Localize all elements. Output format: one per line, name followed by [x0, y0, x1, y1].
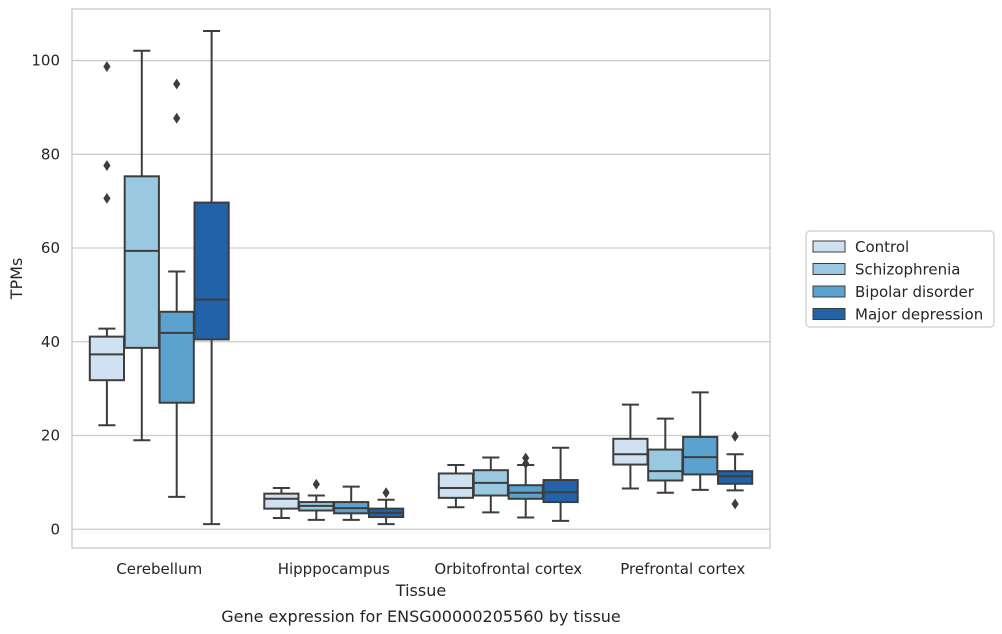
box-iqr	[263, 492, 300, 510]
box-iqr	[437, 472, 475, 499]
x-tick-label: Orbitofrontal cortex	[434, 560, 582, 578]
box-1-3	[367, 487, 405, 526]
chart-caption: Gene expression for ENSG00000205560 by t…	[221, 607, 621, 626]
plot-frame	[71, 8, 771, 549]
box-2-0	[437, 464, 475, 509]
outlier-point	[103, 192, 111, 204]
y-tick-label: 20	[41, 427, 60, 445]
box-0-1	[123, 49, 160, 442]
legend-frame	[805, 230, 995, 328]
outlier-point	[731, 431, 739, 442]
box-0-0	[88, 61, 126, 427]
y-tick-label: 0	[50, 520, 60, 538]
x-tick-label: Hipppocampus	[278, 560, 390, 578]
y-tick-label: 100	[31, 52, 60, 70]
legend-swatch	[812, 263, 846, 275]
box-iqr	[193, 201, 230, 341]
legend-swatch	[812, 285, 846, 298]
box-2-1	[472, 456, 509, 514]
x-tick-label: Cerebellum	[116, 560, 202, 578]
box-3-2	[682, 391, 719, 491]
x-tick-label: Prefrontal cortex	[620, 560, 745, 578]
legend-swatch	[812, 308, 846, 320]
box-iqr	[682, 435, 719, 476]
x-tick-labels: Cerebellum Hipppocampus Orbitofrontal cort…	[116, 560, 745, 578]
outlier-point	[382, 487, 390, 499]
box-0-2	[158, 78, 195, 498]
box-2-2	[507, 452, 544, 519]
outlier-point	[103, 61, 111, 73]
y-tick-label: 60	[41, 239, 60, 257]
outlier-point	[522, 458, 530, 470]
legend-swatch	[812, 240, 846, 253]
outlier-point	[103, 160, 111, 171]
box-2-3	[542, 446, 579, 522]
box-1-2	[333, 485, 370, 521]
boxes	[88, 30, 754, 526]
legend-label: Schizophrenia	[855, 261, 960, 279]
legend-label: Bipolar disorder	[855, 283, 975, 301]
y-tick-labels: 0 20 40 60 80 100	[31, 52, 60, 539]
outlier-point	[173, 78, 181, 90]
box-3-3	[716, 431, 754, 510]
outlier-point	[731, 498, 739, 510]
box-iqr	[88, 335, 126, 382]
box-iqr	[542, 479, 579, 504]
box-1-1	[298, 478, 335, 521]
box-iqr	[123, 175, 160, 349]
y-tick-label: 40	[41, 333, 60, 351]
y-axis-label: TPMs	[7, 258, 26, 301]
box-1-0	[263, 487, 300, 520]
box-iqr	[716, 470, 754, 485]
x-axis-label: Tissue	[395, 581, 446, 600]
box-3-1	[647, 417, 684, 494]
legend-label: Major depression	[855, 306, 983, 324]
y-tick-label: 80	[41, 145, 60, 163]
outlier-point	[522, 452, 530, 464]
box-iqr	[647, 448, 684, 482]
box-0-3	[193, 30, 230, 526]
legend: Control Schizophrenia Bipolar disorder Majo…	[805, 230, 995, 328]
box-3-0	[612, 403, 649, 490]
outlier-point	[173, 112, 181, 124]
legend-label: Control	[855, 238, 909, 256]
box-iqr	[158, 310, 195, 404]
outlier-point	[312, 478, 320, 490]
box-iqr	[612, 437, 649, 466]
